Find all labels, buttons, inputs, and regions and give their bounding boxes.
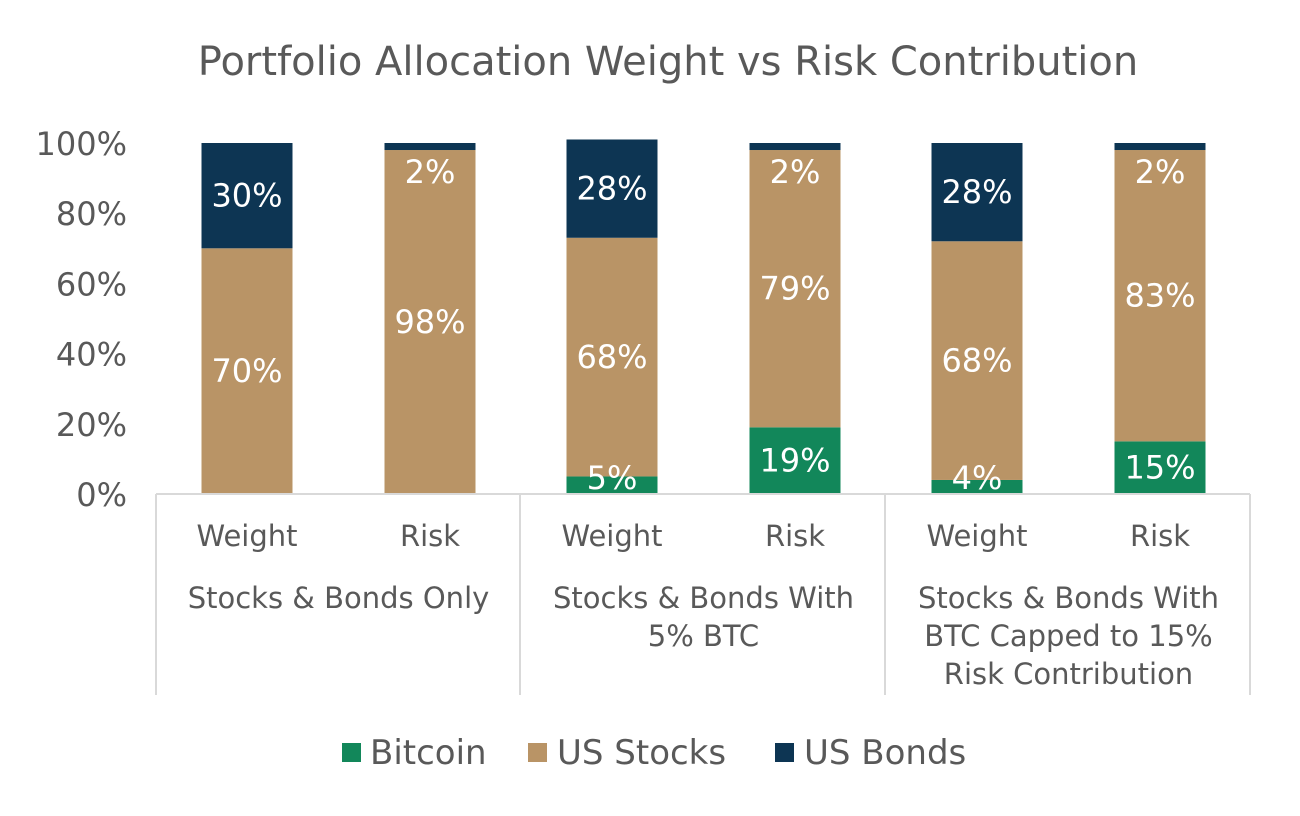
bar-segment-bitcoin xyxy=(566,476,658,494)
bar-segment-us-bonds xyxy=(931,143,1023,242)
bar-segment-us-bonds xyxy=(749,143,841,151)
bar-segment-bitcoin xyxy=(749,427,841,494)
legend-swatch-us-bonds xyxy=(775,743,794,762)
data-label: 2% xyxy=(1135,153,1186,191)
data-label: 70% xyxy=(211,352,282,390)
x-axis: Weight Risk Weight Risk Weight Risk Stocks & B… xyxy=(155,493,1251,695)
bar-segment-us-bonds xyxy=(201,143,293,249)
legend-label: US Bonds xyxy=(804,733,966,773)
data-label: 68% xyxy=(941,342,1012,380)
data-label: 68% xyxy=(576,338,647,376)
bar-segment-bitcoin xyxy=(931,479,1023,494)
data-label: 28% xyxy=(576,170,647,208)
x-category-label: Risk xyxy=(765,519,825,553)
data-label: 83% xyxy=(1124,277,1195,315)
data-label: 2% xyxy=(770,153,821,191)
data-label: 15% xyxy=(1124,449,1195,487)
data-label: 98% xyxy=(394,303,465,341)
legend: Bitcoin US Stocks US Bonds xyxy=(342,733,966,773)
bar-segment-us-stocks xyxy=(931,241,1023,480)
data-label: 19% xyxy=(759,442,830,480)
data-label: 5% xyxy=(587,459,638,497)
x-group-label: 5% BTC xyxy=(648,619,759,653)
bar-segment-us-stocks xyxy=(566,237,658,477)
x-group-label: Risk Contribution xyxy=(944,657,1193,691)
bar-segment-us-stocks xyxy=(1114,150,1206,442)
data-label: 4% xyxy=(952,459,1003,497)
data-label: 28% xyxy=(941,173,1012,211)
legend-swatch-us-stocks xyxy=(528,743,547,762)
bar-segment-us-bonds xyxy=(1114,143,1206,151)
data-label: 2% xyxy=(405,153,456,191)
legend-swatch-bitcoin xyxy=(342,743,361,762)
data-label: 30% xyxy=(211,177,282,215)
x-group-label: Stocks & Bonds With xyxy=(918,581,1219,615)
legend-label: Bitcoin xyxy=(370,733,487,773)
bar-segment-us-bonds xyxy=(566,139,658,238)
y-tick-label: 80% xyxy=(56,195,127,233)
x-category-label: Weight xyxy=(196,519,297,553)
bar-series xyxy=(201,139,1206,494)
bar-segment-us-stocks xyxy=(749,150,841,428)
x-group-label: Stocks & Bonds Only xyxy=(188,581,490,615)
x-category-label: Risk xyxy=(1130,519,1190,553)
bar-segment-bitcoin xyxy=(1114,441,1206,494)
x-category-label: Risk xyxy=(400,519,460,553)
y-axis-ticks: 0% 20% 40% 60% 80% 100% xyxy=(36,125,127,514)
y-tick-label: 0% xyxy=(76,476,127,514)
y-tick-label: 40% xyxy=(56,336,127,374)
bar-segment-us-stocks xyxy=(384,150,476,494)
y-tick-label: 60% xyxy=(56,265,127,303)
data-label: 79% xyxy=(759,270,830,308)
y-tick-label: 100% xyxy=(36,125,127,163)
data-labels: 70% 30% 98% 2% 5% 68% 28% 19% 79% 2% 4% 68% 28% 15% 83… xyxy=(211,153,1195,497)
legend-label: US Stocks xyxy=(557,733,726,773)
bar-segment-us-stocks xyxy=(201,248,293,494)
x-group-label: BTC Capped to 15% xyxy=(924,619,1212,653)
y-tick-label: 20% xyxy=(56,406,127,444)
x-category-label: Weight xyxy=(561,519,662,553)
x-group-label: Stocks & Bonds With xyxy=(553,581,854,615)
x-category-label: Weight xyxy=(926,519,1027,553)
chart-title: Portfolio Allocation Weight vs Risk Cont… xyxy=(198,39,1138,85)
bar-segment-us-bonds xyxy=(384,143,476,151)
